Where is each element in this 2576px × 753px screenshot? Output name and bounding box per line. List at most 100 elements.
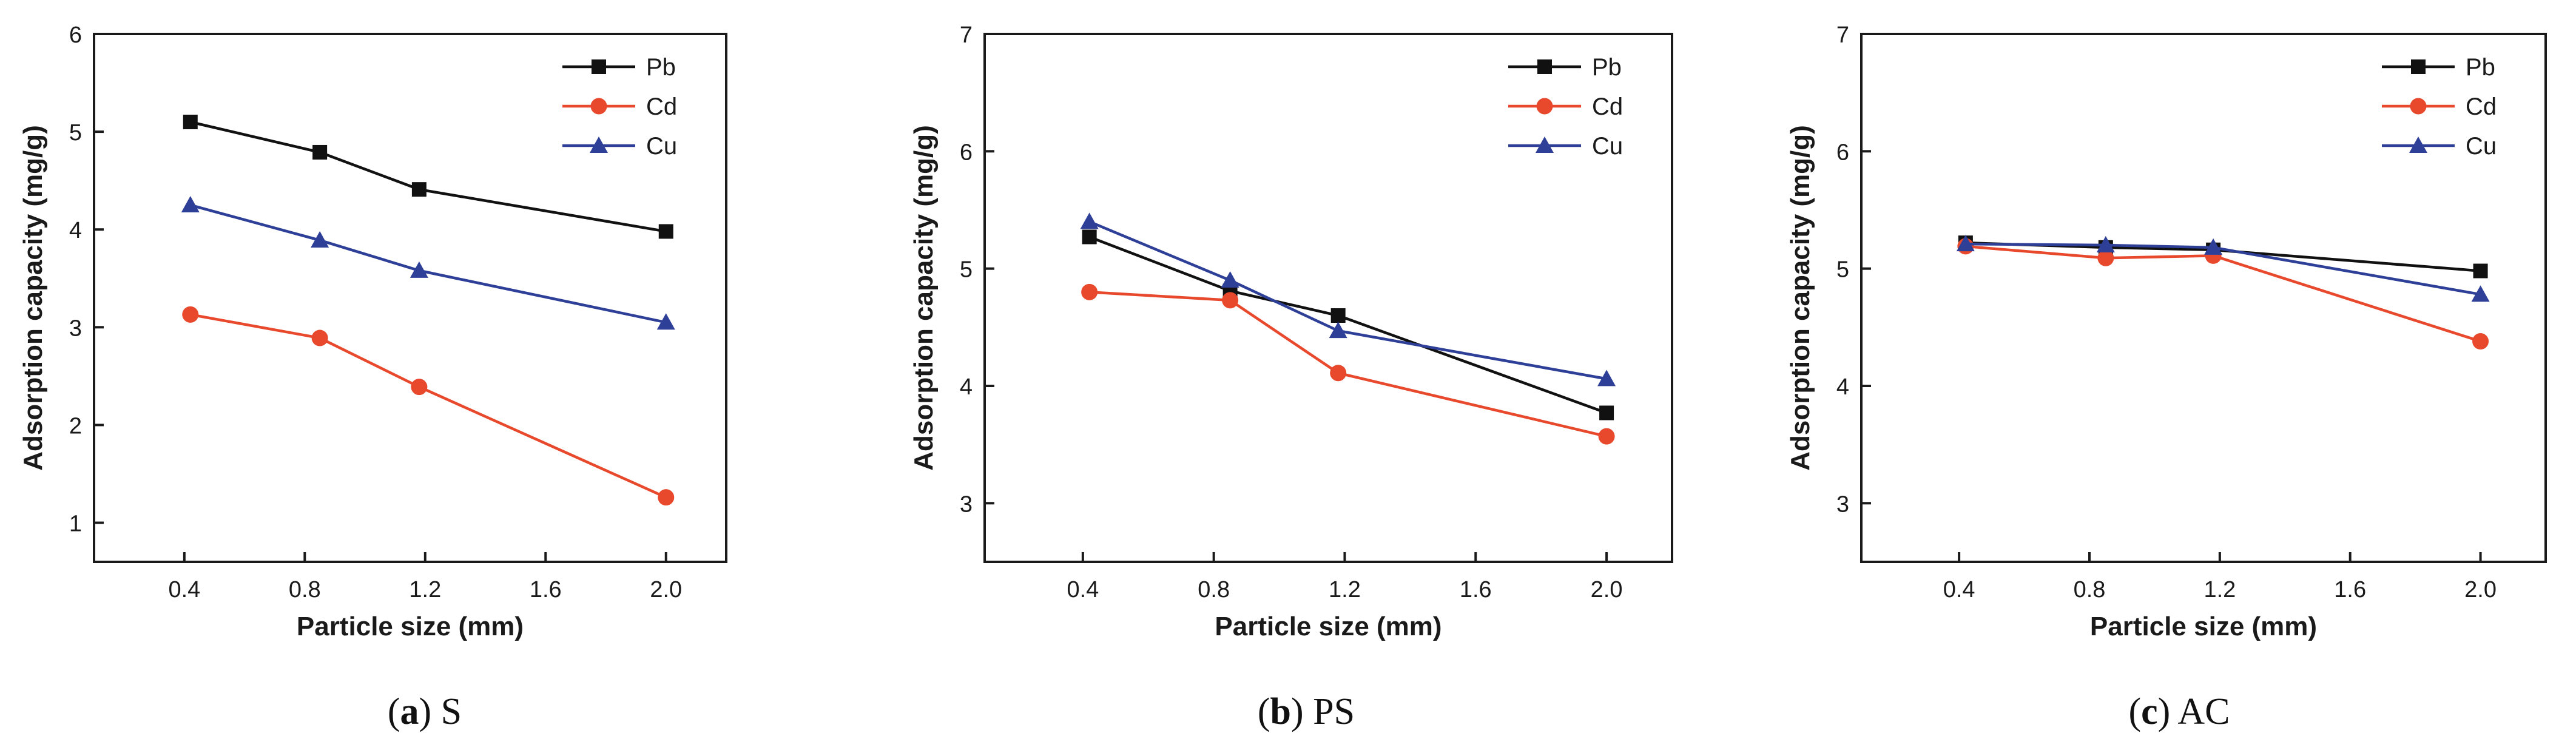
y-tick-label: 4	[960, 374, 973, 400]
series-line-cu	[1088, 220, 1607, 380]
series-line-cd	[1965, 245, 2481, 343]
y-tick-label: 6	[69, 22, 82, 48]
panel-caption: (b) PS	[1258, 691, 1355, 732]
x-tick-label: 1.6	[1460, 577, 1492, 603]
caption-paren-close: )	[1291, 691, 1313, 732]
legend-marker-cd	[1536, 98, 1553, 115]
series-pb	[183, 115, 673, 239]
x-tick-label: 0.4	[168, 577, 200, 603]
data-point-cd	[311, 329, 328, 346]
data-point-cu	[1597, 370, 1616, 387]
caption-label: AC	[2177, 691, 2230, 732]
caption-label: S	[441, 691, 462, 732]
x-tick-label: 0.4	[1067, 577, 1099, 603]
y-axis-title: Adsorption capacity (mg/g)	[909, 125, 939, 471]
legend-label-cu: Cu	[2466, 133, 2497, 160]
caption-paren-open: (	[388, 691, 400, 732]
legend-label-cd: Cd	[646, 93, 677, 120]
data-point-cd	[1081, 283, 1098, 300]
y-tick-label: 3	[1836, 491, 1849, 517]
panel-caption: (a) S	[388, 691, 462, 732]
y-tick-label: 3	[69, 316, 82, 341]
data-point-cd	[182, 306, 199, 323]
data-point-cu	[2204, 238, 2223, 255]
data-point-cd	[2472, 333, 2489, 350]
series-line-cu	[1965, 242, 2481, 296]
data-point-cd	[1330, 365, 1347, 382]
x-tick-label: 1.2	[1329, 577, 1361, 603]
series-line-pb	[1088, 235, 1607, 414]
legend-label-cu: Cu	[646, 133, 677, 160]
data-point-cu	[656, 313, 675, 330]
y-tick-label: 5	[69, 120, 82, 146]
legend-marker-pb	[592, 59, 606, 74]
y-tick-label: 5	[960, 257, 973, 283]
y-tick-label: 4	[1836, 374, 1849, 400]
legend-marker-cd	[2410, 98, 2427, 115]
series-pb	[1958, 235, 2488, 279]
y-tick-label: 3	[960, 491, 973, 517]
x-tick-label: 2.0	[2464, 577, 2497, 603]
series-line-pb	[1965, 241, 2481, 272]
series-cu	[1956, 235, 2490, 302]
y-axis-title: Adsorption capacity (mg/g)	[1785, 125, 1815, 471]
series-line-cu	[190, 203, 667, 324]
x-tick-label: 2.0	[1591, 577, 1623, 603]
data-point-cu	[311, 231, 329, 248]
series-line-cd	[190, 313, 667, 499]
caption-paren-close: )	[2158, 691, 2178, 732]
data-point-cd	[1222, 292, 1239, 309]
y-tick-label: 4	[69, 218, 82, 243]
data-point-cu	[410, 261, 428, 278]
y-tick-label: 2	[69, 413, 82, 439]
series-cd	[1957, 238, 2489, 350]
y-tick-label: 7	[1836, 22, 1849, 48]
legend-label-pb: Pb	[646, 54, 676, 81]
y-tick-label: 6	[1836, 140, 1849, 165]
x-axis-title: Particle size (mm)	[2090, 612, 2317, 641]
caption-paren-close: )	[419, 691, 441, 732]
x-tick-label: 0.8	[1198, 577, 1230, 603]
plot-frame	[1860, 33, 2547, 563]
series-pb	[1082, 229, 1614, 420]
x-axis-title: Particle size (mm)	[297, 612, 524, 641]
legend: Pb Cd Cu	[2382, 54, 2497, 160]
plot-frame	[983, 33, 1673, 563]
legend-label-cd: Cd	[1592, 93, 1623, 120]
plot-frame	[93, 33, 727, 563]
series-cu	[1080, 212, 1616, 387]
data-point-cd	[2097, 249, 2114, 266]
legend: Pb Cd Cu	[562, 54, 677, 160]
caption-letter: b	[1270, 691, 1291, 732]
data-point-cd	[411, 379, 428, 396]
data-point-cu	[1329, 322, 1347, 339]
chart-panel-c: 0.4 0.8 1.2 1.6 2.0 3 4 5 6 7 Particle size (mm) Ad…	[1785, 22, 2547, 732]
series-cd	[182, 306, 675, 506]
data-point-pb	[183, 115, 198, 129]
x-tick-label: 0.8	[289, 577, 321, 603]
caption-label: PS	[1313, 691, 1355, 732]
data-point-cu	[181, 195, 200, 212]
y-tick-label: 7	[960, 22, 973, 48]
chart-panel-b: 0.4 0.8 1.2 1.6 2.0 3 4 5 6 7 Particle size (mm) Ad…	[909, 22, 1673, 732]
data-point-pb	[658, 224, 673, 239]
x-tick-label: 2.0	[650, 577, 682, 603]
legend-marker-cu	[590, 137, 608, 153]
x-tick-label: 1.6	[530, 577, 562, 603]
legend-label-cd: Cd	[2466, 93, 2497, 120]
chart-panel-a: 0.4 0.8 1.2 1.6 2.0 1 2 3 4 5 6 Particle size (mm) A…	[18, 22, 727, 732]
legend-marker-cd	[590, 98, 607, 115]
series-line-cd	[1089, 291, 1607, 438]
y-tick-label: 1	[69, 512, 82, 537]
legend-marker-cu	[2409, 137, 2427, 153]
data-point-cd	[658, 489, 675, 506]
caption-paren-open: (	[1258, 691, 1270, 732]
series-cd	[1081, 283, 1615, 445]
caption-letter: a	[400, 691, 419, 732]
caption-letter: c	[2141, 691, 2158, 732]
legend: Pb Cd Cu	[1508, 54, 1623, 160]
data-point-cu	[1080, 212, 1099, 229]
y-tick-label: 6	[960, 140, 973, 165]
legend-label-pb: Pb	[2466, 54, 2495, 81]
